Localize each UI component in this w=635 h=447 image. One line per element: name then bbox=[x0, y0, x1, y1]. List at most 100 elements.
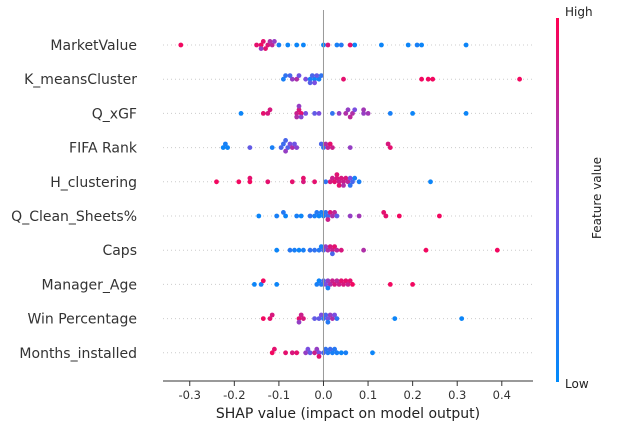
shap-point bbox=[272, 39, 277, 44]
shap-point bbox=[410, 111, 415, 116]
shap-point bbox=[283, 138, 288, 143]
shap-point bbox=[341, 183, 346, 188]
feature-label: Months_installed bbox=[19, 346, 137, 362]
shap-point bbox=[327, 282, 333, 287]
shap-point bbox=[298, 114, 304, 120]
shap-point bbox=[334, 213, 340, 219]
shap-point bbox=[256, 213, 262, 219]
shap-point bbox=[318, 141, 324, 147]
shap-point bbox=[303, 111, 309, 116]
shap-point bbox=[272, 346, 277, 352]
feature-label: Win Percentage bbox=[27, 312, 137, 328]
shap-point bbox=[265, 42, 271, 48]
shap-point bbox=[267, 316, 273, 321]
shap-point bbox=[314, 282, 320, 287]
shap-point bbox=[296, 73, 302, 78]
shap-point bbox=[301, 316, 306, 321]
shap-point bbox=[323, 210, 329, 215]
colorbar bbox=[556, 18, 559, 382]
shap-point bbox=[350, 179, 355, 185]
shap-point bbox=[356, 213, 362, 219]
shap-point bbox=[316, 213, 322, 219]
shap-point bbox=[332, 346, 337, 352]
shap-point bbox=[383, 213, 389, 219]
shap-point bbox=[325, 278, 331, 284]
shap-point bbox=[289, 350, 295, 356]
shap-point bbox=[294, 42, 300, 48]
shap-point bbox=[307, 350, 313, 356]
shap-point bbox=[343, 350, 349, 356]
shap-point bbox=[325, 316, 331, 321]
shap-point bbox=[330, 316, 335, 321]
shap-point bbox=[356, 179, 362, 185]
shap-point bbox=[281, 210, 286, 215]
shap-point bbox=[307, 247, 313, 253]
shap-point bbox=[301, 175, 306, 181]
x-tick-label: -0.2 bbox=[223, 388, 245, 402]
shap-point bbox=[330, 111, 335, 116]
x-tick-label: 0.0 bbox=[314, 388, 332, 402]
shap-point bbox=[325, 213, 331, 219]
shap-point bbox=[365, 111, 371, 116]
shap-point bbox=[301, 179, 306, 185]
shap-point bbox=[274, 213, 280, 219]
shap-point bbox=[345, 282, 351, 287]
shap-point bbox=[225, 145, 231, 151]
shap-point bbox=[330, 213, 335, 219]
shap-point bbox=[307, 80, 313, 86]
shap-point bbox=[323, 346, 329, 352]
shap-point bbox=[387, 145, 393, 151]
shap-point bbox=[178, 42, 184, 48]
shap-point bbox=[463, 111, 469, 116]
shap-point bbox=[318, 244, 324, 250]
shap-point bbox=[323, 282, 329, 287]
shap-point bbox=[345, 107, 351, 113]
shap-point bbox=[269, 350, 275, 356]
shap-point bbox=[301, 42, 306, 48]
shap-point bbox=[347, 114, 353, 120]
shap-point bbox=[260, 111, 266, 116]
shap-point bbox=[332, 179, 337, 185]
shap-point bbox=[330, 175, 335, 181]
x-axis-title: SHAP value (impact on model output) bbox=[216, 406, 480, 422]
shap-point bbox=[318, 282, 324, 287]
shap-point bbox=[312, 179, 317, 185]
feature-label: Q_xGF bbox=[92, 106, 137, 122]
shap-point bbox=[323, 244, 329, 250]
shap-point bbox=[334, 350, 340, 356]
shap-point bbox=[318, 312, 324, 318]
shap-point bbox=[316, 278, 322, 284]
shap-point bbox=[387, 282, 393, 287]
shap-point bbox=[296, 103, 302, 109]
shap-point bbox=[323, 141, 329, 147]
shap-point bbox=[312, 111, 317, 116]
shap-point bbox=[379, 42, 384, 48]
shap-point bbox=[334, 175, 340, 181]
shap-point bbox=[254, 42, 259, 48]
shap-point bbox=[258, 46, 264, 51]
shap-point bbox=[419, 42, 424, 48]
shap-point bbox=[312, 80, 317, 86]
shap-point bbox=[414, 42, 420, 48]
shap-point bbox=[392, 316, 398, 321]
shap-point bbox=[338, 175, 344, 181]
shap-point bbox=[347, 42, 353, 48]
shap-point bbox=[334, 247, 340, 253]
shap-point bbox=[385, 141, 391, 147]
feature-label: H_clustering bbox=[50, 175, 137, 191]
shap-point bbox=[327, 179, 333, 185]
shap-point bbox=[332, 282, 337, 287]
shap-point bbox=[343, 111, 349, 116]
shap-point bbox=[316, 247, 322, 253]
shap-point bbox=[289, 179, 295, 185]
shap-point bbox=[289, 145, 295, 151]
shap-point bbox=[338, 42, 344, 48]
shap-point bbox=[405, 42, 411, 48]
shap-point bbox=[276, 42, 282, 48]
shap-point bbox=[338, 350, 344, 356]
shap-point bbox=[274, 247, 280, 253]
shap-point bbox=[303, 350, 309, 356]
shap-point bbox=[463, 42, 469, 48]
shap-point bbox=[336, 183, 342, 188]
shap-point bbox=[332, 244, 337, 250]
